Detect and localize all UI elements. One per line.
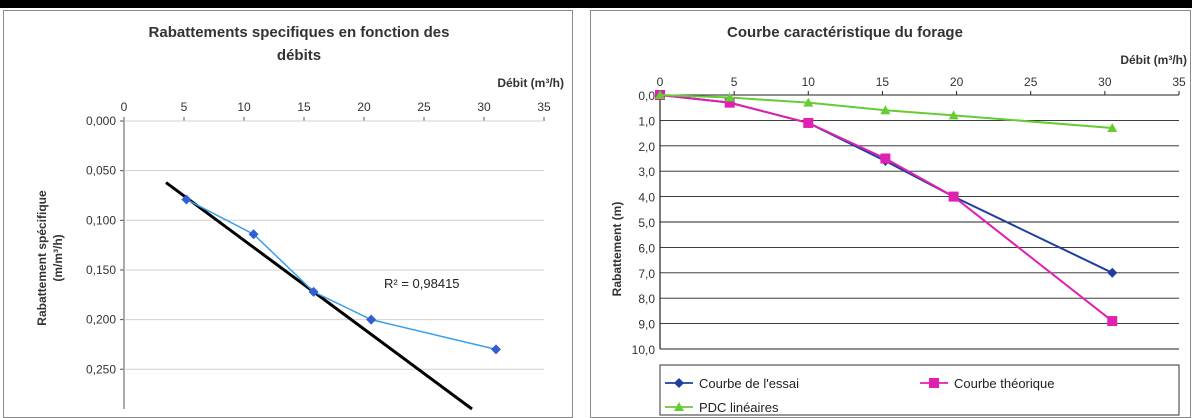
x-axis-label: Débit (m³/h) [1120,53,1187,67]
x-tick-label: 30 [477,100,491,114]
x-tick-label: 35 [1172,75,1186,89]
x-tick-label: 35 [537,100,551,114]
trendline [165,181,473,411]
y-tick-label: 7,0 [638,267,655,281]
y-tick-label: 3,0 [638,165,655,179]
y-tick-label: 9,0 [638,318,655,332]
y-tick-label: 0,100 [86,213,116,227]
legend-label: Courbe théorique [954,376,1054,391]
x-axis-label: Débit (m³/h) [497,76,564,90]
series-1-marker [1107,316,1118,327]
x-tick-label: 0 [121,100,128,114]
series-2-marker [724,92,735,102]
r-squared-annotation: R² = 0,98415 [384,276,460,291]
chart-title-line1: Rabattements specifiques en fonction des [149,24,450,41]
x-tick-label: 10 [237,100,251,114]
legend-box [659,364,1180,416]
x-tick-label: 20 [950,75,964,89]
series-0-marker [1107,267,1118,278]
series-1-marker [880,153,891,164]
legend-marker [674,402,684,411]
x-tick-label: 15 [876,75,890,89]
y-tick-label: 8,0 [638,292,655,306]
legend-marker [674,378,684,388]
data-series-line [186,198,497,351]
x-tick-label: 10 [802,75,816,89]
chart-title: Courbe caractéristique du forage [727,24,963,41]
data-point-marker [366,314,377,325]
y-tick-label: 0,200 [86,313,116,327]
y-tick-label: 0,250 [86,362,116,376]
y-tick-label: 4,0 [638,191,655,205]
x-tick-label: 5 [731,75,738,89]
data-point-marker [308,286,319,297]
y-tick-label: 2,0 [638,140,655,154]
y-tick-label: 0,050 [86,164,116,178]
series-line-1 [659,94,1113,322]
data-point-marker [248,229,259,240]
chart-title-line2: débits [277,47,321,64]
y-tick-label: 0,0 [638,89,655,103]
series-2-marker [803,97,814,107]
y-axis-label-line2: (m/m³/h) [51,234,65,281]
series-1-marker [803,117,814,128]
x-tick-label: 30 [1098,75,1112,89]
x-tick-label: 20 [357,100,371,114]
top-border-strip [0,0,1192,8]
y-tick-label: 10,0 [632,343,656,357]
series-1-marker [724,97,735,108]
x-tick-label: 25 [1024,75,1038,89]
y-axis-label: Rabattement (m) [610,202,624,297]
specific-drawdown-chart: Rabattements specifiques en fonction des… [35,24,564,411]
data-point-marker [181,194,192,205]
series-1-marker [948,191,959,202]
series-2-marker [1107,123,1118,133]
y-tick-label: 5,0 [638,216,655,230]
x-tick-label: 25 [417,100,431,114]
data-point-marker [491,344,501,355]
legend-label: Courbe de l'essai [699,376,799,391]
y-axis-label-line1: Rabattement spécifique [35,190,49,326]
x-tick-label: 0 [657,75,664,89]
legend-label: PDC linéaires [699,400,779,415]
x-tick-label: 5 [181,100,188,114]
y-tick-label: 0,150 [86,263,116,277]
chart-panel-specific-drawdown: Rabattements specifiques en fonction des… [3,10,573,418]
x-tick-label: 15 [297,100,311,114]
characteristic-curve-chart: Courbe caractéristique du forage Débit (… [610,24,1187,416]
series-2-marker [948,110,959,120]
y-tick-label: 1,0 [638,114,655,128]
legend-marker [929,378,939,388]
series-2-marker [880,105,891,115]
series-line-2 [659,94,1113,130]
y-tick-label: 0,000 [86,114,116,128]
y-tick-label: 6,0 [638,241,655,255]
chart-panel-characteristic-curve: Courbe caractéristique du forage Débit (… [590,10,1191,418]
series-2-marker [655,90,665,99]
